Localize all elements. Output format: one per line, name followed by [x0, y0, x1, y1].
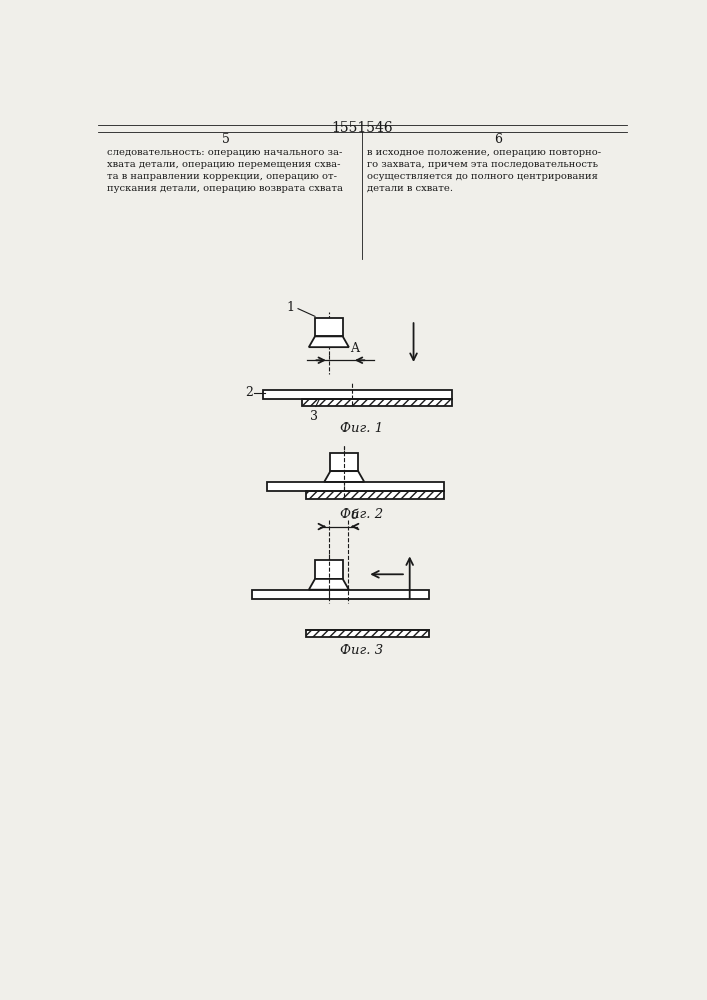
Text: A: A	[351, 342, 359, 355]
Text: следовательность: операцию начального за-
хвата детали, операцию перемещения схв: следовательность: операцию начального за…	[107, 148, 343, 193]
Bar	[305, 491, 444, 499]
Text: 2: 2	[245, 386, 252, 399]
Bar	[264, 389, 452, 399]
Polygon shape	[325, 471, 364, 482]
Bar	[305, 630, 429, 637]
Text: 5: 5	[222, 133, 230, 146]
Text: 6: 6	[494, 133, 502, 146]
Text: 1: 1	[286, 301, 294, 314]
Text: 3: 3	[310, 410, 317, 423]
Text: 1551546: 1551546	[331, 121, 393, 135]
Text: в исходное положение, операцию повторно-
го захвата, причем эта последовательнос: в исходное положение, операцию повторно-…	[368, 148, 602, 193]
Bar	[315, 318, 343, 336]
Bar	[315, 560, 343, 579]
Text: Фиг. 2: Фиг. 2	[340, 508, 383, 521]
Text: б: б	[351, 509, 358, 522]
Text: Фиг. 1: Фиг. 1	[340, 422, 383, 435]
Bar	[267, 482, 444, 491]
Polygon shape	[309, 579, 349, 590]
Bar	[302, 399, 452, 406]
Polygon shape	[309, 336, 349, 347]
Bar	[330, 453, 358, 471]
Bar	[252, 590, 429, 599]
Text: Фиг. 3: Фиг. 3	[340, 644, 383, 657]
